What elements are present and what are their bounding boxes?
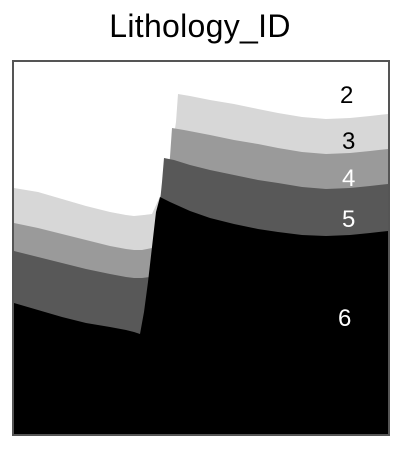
layer-label-4: 4 xyxy=(342,165,356,192)
plot-title: Lithology_ID xyxy=(109,8,291,44)
lithology-cross-section xyxy=(14,62,388,434)
layer-label-3: 3 xyxy=(342,128,356,155)
lithology-section-panel: 2 3 4 5 6 xyxy=(12,60,390,436)
layer-label-2: 2 xyxy=(340,82,354,109)
layer-label-6: 6 xyxy=(338,305,352,332)
layer-6-area xyxy=(14,197,388,434)
layer-label-5: 5 xyxy=(342,206,356,233)
